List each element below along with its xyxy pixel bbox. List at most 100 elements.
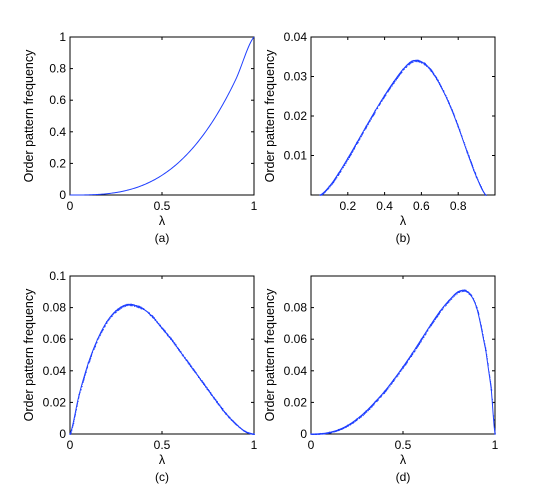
data-point xyxy=(90,356,92,358)
panel-caption: (a) xyxy=(155,231,170,245)
data-point xyxy=(443,90,445,92)
data-point xyxy=(176,347,178,349)
x-tick-label: 0.5 xyxy=(395,438,412,452)
data-point xyxy=(346,425,348,427)
data-point xyxy=(386,92,387,94)
data-point xyxy=(191,366,193,368)
data-point xyxy=(376,401,378,403)
data-point xyxy=(334,178,336,180)
data-point xyxy=(472,297,474,299)
data-point xyxy=(479,320,481,322)
data-point xyxy=(456,121,457,123)
data-point xyxy=(123,306,125,308)
data-point xyxy=(439,310,441,313)
y-tick-label: 0.8 xyxy=(49,62,66,76)
data-point xyxy=(494,430,496,432)
data-point xyxy=(372,404,374,406)
data-point xyxy=(484,343,486,345)
data-point xyxy=(351,423,353,424)
data-point xyxy=(359,138,361,140)
data-point xyxy=(378,399,379,401)
data-point xyxy=(449,105,451,107)
data-point xyxy=(75,413,76,415)
data-point xyxy=(158,323,160,325)
data-point xyxy=(452,296,454,298)
data-point xyxy=(178,349,180,351)
data-point xyxy=(77,402,79,404)
data-point xyxy=(338,174,339,176)
data-point xyxy=(73,423,74,425)
data-point xyxy=(148,312,150,314)
data-point xyxy=(369,120,371,122)
data-point xyxy=(191,367,193,369)
data-point xyxy=(483,336,484,338)
data-point xyxy=(383,96,385,98)
data-point xyxy=(79,392,81,394)
data-point xyxy=(137,306,139,308)
data-point xyxy=(411,356,412,357)
plot-frame xyxy=(69,36,255,196)
data-point xyxy=(377,107,378,108)
data-point xyxy=(393,379,395,381)
data-point xyxy=(395,79,397,81)
data-point xyxy=(483,340,485,341)
data-point xyxy=(101,331,103,333)
data-point xyxy=(388,88,390,90)
data-point xyxy=(152,316,154,318)
data-point xyxy=(363,413,365,415)
data-point xyxy=(433,321,435,323)
data-point xyxy=(341,168,343,170)
data-point xyxy=(477,178,479,180)
data-point xyxy=(210,393,212,395)
data-point xyxy=(73,423,75,425)
data-point xyxy=(416,59,418,61)
data-point xyxy=(188,363,191,366)
data-point xyxy=(190,365,192,367)
data-point xyxy=(359,417,360,419)
data-point xyxy=(94,347,96,349)
data-point xyxy=(387,91,388,92)
x-axis-label: λ xyxy=(159,453,166,467)
plot-frame xyxy=(310,36,496,196)
data-point xyxy=(479,184,481,185)
data-point xyxy=(85,370,87,372)
data-point xyxy=(371,405,372,407)
data-point xyxy=(404,67,406,69)
data-point xyxy=(328,187,330,189)
data-point xyxy=(389,86,391,88)
data-point xyxy=(421,337,423,339)
data-point xyxy=(490,387,492,389)
data-point xyxy=(457,125,460,128)
data-point xyxy=(416,347,418,349)
data-point xyxy=(193,369,195,370)
data-point xyxy=(373,113,375,115)
data-point xyxy=(448,301,450,303)
data-point xyxy=(187,362,189,364)
data-point xyxy=(475,173,477,175)
data-point xyxy=(387,91,389,92)
data-point xyxy=(331,431,333,433)
data-point xyxy=(333,431,335,433)
data-point xyxy=(480,186,482,188)
data-point xyxy=(219,405,221,407)
data-point xyxy=(332,182,334,183)
data-point xyxy=(323,192,325,194)
data-point xyxy=(377,400,378,402)
data-point xyxy=(428,327,430,329)
data-point xyxy=(186,359,188,361)
data-point xyxy=(392,83,394,85)
data-point xyxy=(494,431,496,432)
data-point xyxy=(450,298,452,300)
data-point xyxy=(229,417,231,419)
data-point xyxy=(162,328,164,330)
data-point xyxy=(350,154,352,156)
data-point xyxy=(313,433,315,435)
data-point xyxy=(474,301,476,303)
data-point xyxy=(406,65,408,67)
data-point xyxy=(450,107,452,109)
data-point xyxy=(151,315,153,317)
data-point xyxy=(339,172,341,174)
data-point xyxy=(464,289,466,291)
data-point xyxy=(174,343,176,345)
data-point xyxy=(483,191,485,193)
